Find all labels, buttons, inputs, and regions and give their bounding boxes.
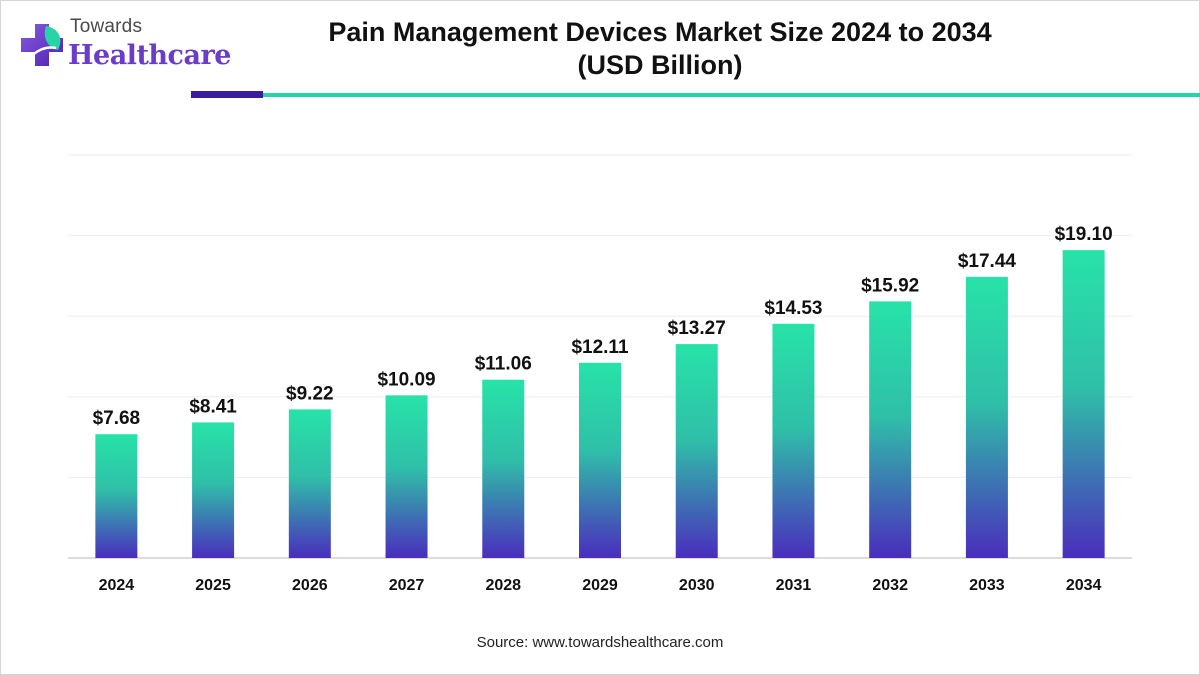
chart-title-line2: (USD Billion)	[577, 50, 743, 80]
x-tick-2030: 2030	[679, 577, 715, 594]
x-tick-2032: 2032	[872, 577, 908, 594]
value-label-2031: $14.53	[764, 298, 822, 319]
value-label-2027: $10.09	[377, 369, 435, 390]
brand-logo: Towards Healthcare	[18, 16, 238, 82]
brand-line2: Healthcare	[68, 40, 231, 71]
x-tick-2024: 2024	[99, 577, 135, 594]
x-tick-2031: 2031	[776, 577, 812, 594]
header-rule	[263, 93, 1200, 97]
bar-2034	[1062, 250, 1105, 558]
source-note: Source: www.towardshealthcare.com	[476, 634, 724, 651]
chart-title-line1: Pain Management Devices Market Size 2024…	[328, 17, 992, 47]
x-tick-2027: 2027	[389, 577, 425, 594]
bar-2026	[288, 409, 331, 558]
brand-line1: Towards	[70, 16, 143, 37]
value-label-2025: $8.41	[189, 396, 237, 417]
x-tick-labels: 2024 2025 2026 2027 2028 2029 2030 2031 2032 2033…	[99, 577, 1102, 594]
value-labels: $7.68 $8.41 $9.22 $10.09 $11.06 $12.11 $13.27 $…	[93, 224, 1113, 429]
value-label-2032: $15.92	[861, 275, 919, 296]
bar-2028	[482, 379, 525, 558]
chart-title: Pain Management Devices Market Size 2024…	[300, 16, 1020, 82]
bar-2027	[385, 395, 428, 558]
value-label-2030: $13.27	[668, 318, 726, 339]
bar-2029	[579, 362, 621, 558]
value-label-2024: $7.68	[93, 408, 141, 429]
x-tick-2025: 2025	[195, 577, 231, 594]
value-label-2026: $9.22	[286, 383, 334, 404]
x-tick-2029: 2029	[582, 577, 618, 594]
x-tick-2026: 2026	[292, 577, 328, 594]
x-tick-2033: 2033	[969, 577, 1005, 594]
bar-2033	[965, 276, 1008, 558]
bar-2032	[869, 301, 912, 558]
value-label-2034: $19.10	[1055, 224, 1113, 245]
bar-2031	[772, 323, 815, 558]
x-tick-2034: 2034	[1066, 577, 1102, 594]
bar-2030	[675, 344, 718, 558]
x-tick-2028: 2028	[485, 577, 521, 594]
bar-2024	[95, 434, 138, 558]
bars	[95, 250, 1105, 558]
value-label-2028: $11.06	[475, 354, 532, 375]
value-label-2029: $12.11	[571, 337, 628, 358]
plus-leaf-icon	[21, 24, 63, 66]
value-label-2033: $17.44	[958, 251, 1017, 272]
bar-2025	[192, 422, 235, 558]
header-rule-accent	[191, 91, 263, 98]
